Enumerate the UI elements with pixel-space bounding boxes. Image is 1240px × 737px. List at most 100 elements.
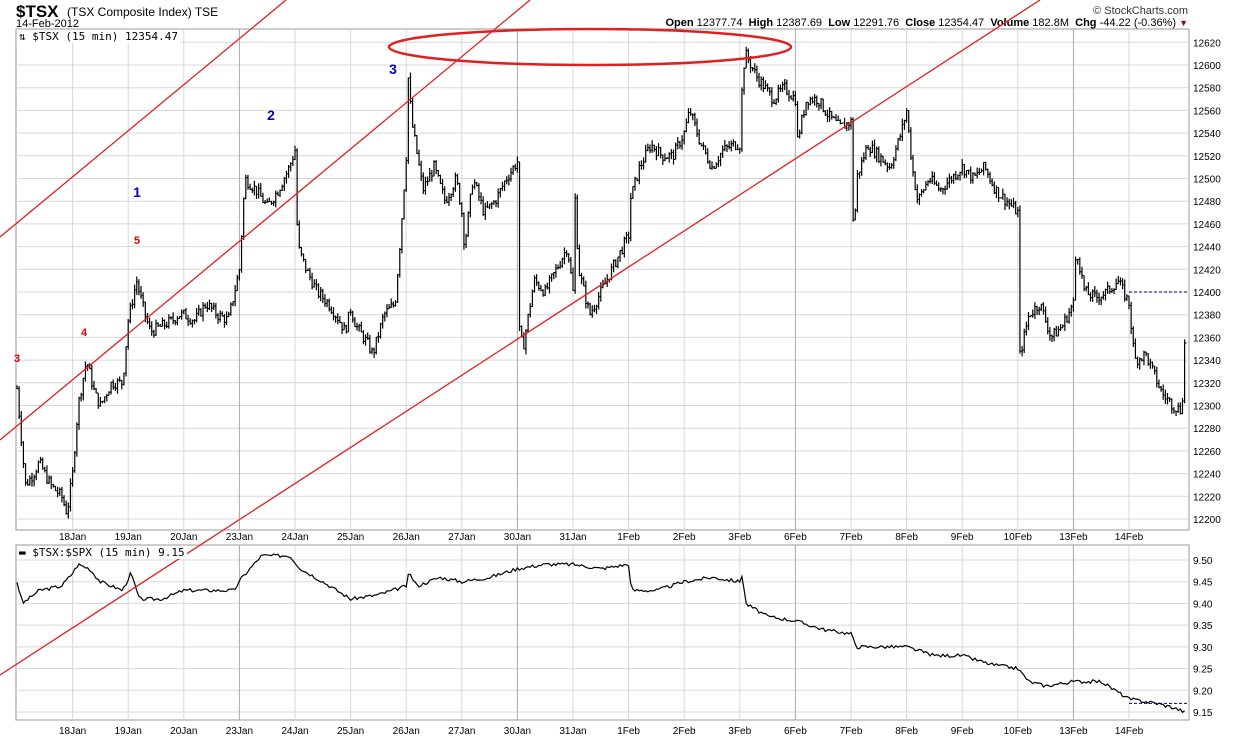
y-tick-label: 12380 <box>1193 311 1221 322</box>
low-label: Low <box>828 17 851 29</box>
line-icon: ▬ <box>19 546 26 559</box>
x-tick-label: 26Jan <box>393 726 420 737</box>
y-tick-label: 12580 <box>1193 84 1221 95</box>
x-tick-label: 24Jan <box>281 726 308 737</box>
x-tick-label: 20Jan <box>170 726 197 737</box>
y-tick-label: 9.45 <box>1193 578 1213 589</box>
main-panel <box>15 28 1190 531</box>
ratio-legend-text: $TSX:$SPX (15 min) 9.15 <box>32 546 185 559</box>
x-tick-label: 25Jan <box>337 532 364 543</box>
highlight-ellipse <box>387 27 793 67</box>
wave-label: 5 <box>134 235 140 247</box>
x-tick-label: 10Feb <box>1004 726 1033 737</box>
ohlc-bar-icon: ⇅ <box>19 30 26 43</box>
y-tick-label: 9.25 <box>1193 665 1213 676</box>
x-tick-label: 31Jan <box>559 726 586 737</box>
x-tick-label: 30Jan <box>504 532 531 543</box>
description: (TSX Composite Index) <box>67 5 192 19</box>
x-tick-label: 2Feb <box>673 532 696 543</box>
high-value: 12387.69 <box>776 17 823 29</box>
x-tick-label: 10Feb <box>1004 532 1033 543</box>
y-tick-label: 9.50 <box>1193 556 1213 567</box>
y-tick-label: 12540 <box>1193 129 1221 140</box>
x-tick-label: 18Jan <box>59 726 86 737</box>
y-tick-label: 9.40 <box>1193 599 1213 610</box>
down-arrow-icon: ▼ <box>1179 18 1188 28</box>
x-tick-label: 3Feb <box>728 726 751 737</box>
x-tick-label: 2Feb <box>673 726 696 737</box>
x-tick-label: 25Jan <box>337 726 364 737</box>
low-value: 12291.76 <box>853 17 900 29</box>
y-tick-label: 12420 <box>1193 265 1221 276</box>
y-tick-label: 12240 <box>1193 470 1221 481</box>
y-tick-label: 9.15 <box>1193 708 1213 719</box>
copyright: © StockCharts.com <box>1093 5 1188 17</box>
x-tick-label: 7Feb <box>840 726 863 737</box>
chart-date: 14-Feb-2012 <box>16 18 79 30</box>
x-tick-label: 24Jan <box>281 532 308 543</box>
symbol: $TSX <box>16 2 59 21</box>
y-tick-label: 12620 <box>1193 38 1221 49</box>
x-tick-label: 1Feb <box>617 726 640 737</box>
ratio-panel <box>15 544 1190 721</box>
x-tick-label: 19Jan <box>115 532 142 543</box>
x-tick-label: 13Feb <box>1059 726 1088 737</box>
x-tick-label: 23Jan <box>226 532 253 543</box>
x-tick-label: 30Jan <box>504 726 531 737</box>
x-tick-label: 26Jan <box>393 532 420 543</box>
y-tick-label: 12260 <box>1193 447 1221 458</box>
chg-value: -44.22 (-0.36%) <box>1099 17 1177 29</box>
y-tick-label: 12300 <box>1193 402 1221 413</box>
x-tick-label: 31Jan <box>559 532 586 543</box>
y-tick-label: 9.20 <box>1193 686 1213 697</box>
open-value: 12377.74 <box>696 17 743 29</box>
trendline <box>0 0 287 238</box>
wave-label: 3 <box>14 353 20 365</box>
y-tick-label: 12480 <box>1193 197 1221 208</box>
wave-label: 4 <box>81 327 88 339</box>
y-tick-label: 12360 <box>1193 333 1221 344</box>
y-tick-label: 12600 <box>1193 61 1221 72</box>
x-tick-label: 8Feb <box>895 532 918 543</box>
y-tick-label: 9.35 <box>1193 621 1213 632</box>
y-tick-label: 12280 <box>1193 424 1221 435</box>
x-tick-label: 6Feb <box>784 726 807 737</box>
y-tick-label: 12400 <box>1193 288 1221 299</box>
y-tick-label: 12320 <box>1193 379 1221 390</box>
trendline <box>0 0 531 441</box>
x-tick-label: 14Feb <box>1115 532 1144 543</box>
x-tick-label: 14Feb <box>1115 726 1144 737</box>
y-tick-label: 12200 <box>1193 515 1221 526</box>
x-tick-label: 9Feb <box>951 532 974 543</box>
y-tick-label: 9.30 <box>1193 643 1213 654</box>
close-label: Close <box>905 17 936 29</box>
y-tick-label: 12460 <box>1193 220 1221 231</box>
x-tick-label: 9Feb <box>951 726 974 737</box>
x-tick-label: 1Feb <box>617 532 640 543</box>
wave-label: 2 <box>267 107 275 123</box>
x-tick-label: 27Jan <box>448 726 475 737</box>
x-tick-label: 13Feb <box>1059 532 1088 543</box>
x-tick-label: 18Jan <box>59 532 86 543</box>
main-legend: ⇅ $TSX (15 min) 12354.47 <box>17 30 180 43</box>
ratio-legend: ▬ $TSX:$SPX (15 min) 9.15 <box>17 546 187 559</box>
symbol-description: (TSX Composite Index) TSE <box>67 5 218 19</box>
x-tick-label: 8Feb <box>895 726 918 737</box>
chg-label: Chg <box>1075 17 1097 29</box>
x-tick-label: 6Feb <box>784 532 807 543</box>
y-tick-label: 12500 <box>1193 175 1221 186</box>
x-tick-label: 19Jan <box>115 726 142 737</box>
main-legend-text: $TSX (15 min) 12354.47 <box>32 30 178 43</box>
x-tick-label: 7Feb <box>840 532 863 543</box>
y-tick-label: 12520 <box>1193 152 1221 163</box>
ratio-line <box>16 553 1185 714</box>
wave-label: 1 <box>133 184 141 200</box>
y-tick-label: 12220 <box>1193 492 1221 503</box>
x-tick-label: 27Jan <box>448 532 475 543</box>
y-tick-label: 12560 <box>1193 106 1221 117</box>
trendline <box>0 0 1041 676</box>
exchange: TSE <box>194 5 219 19</box>
wave-label: 3 <box>389 61 397 77</box>
x-tick-label: 20Jan <box>170 532 197 543</box>
